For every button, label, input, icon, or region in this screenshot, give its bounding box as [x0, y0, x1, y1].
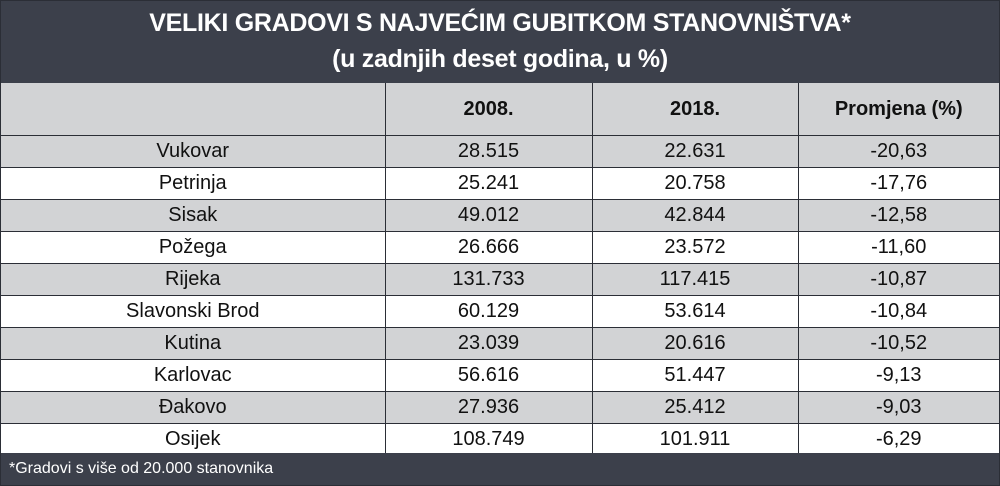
table-row: Kutina 23.039 20.616 -10,52: [1, 327, 999, 360]
chart-subtitle: (u zadnjih deset godina, u %): [332, 45, 668, 73]
chart-title: VELIKI GRADOVI S NAJVEĆIM GUBITKOM STANO…: [149, 9, 851, 37]
city-cell: Sisak: [1, 199, 385, 232]
change-cell: -20,63: [797, 135, 999, 168]
value-2008-cell: 108.749: [384, 423, 592, 456]
value-2018-cell: 101.911: [591, 423, 798, 456]
value-2008-cell: 23.039: [384, 327, 592, 360]
table-row: Petrinja 25.241 20.758 -17,76: [1, 167, 999, 200]
city-cell: Slavonski Brod: [1, 295, 385, 328]
value-2008-cell: 56.616: [384, 359, 592, 392]
value-2008-cell: 60.129: [384, 295, 592, 328]
column-header-change: Promjena (%): [797, 83, 999, 136]
change-cell: -17,76: [797, 167, 999, 200]
city-cell: Karlovac: [1, 359, 385, 392]
value-2008-cell: 131.733: [384, 263, 592, 296]
value-2008-cell: 28.515: [384, 135, 592, 168]
value-2018-cell: 117.415: [591, 263, 798, 296]
city-cell: Kutina: [1, 327, 385, 360]
change-cell: -10,84: [797, 295, 999, 328]
column-header-city: [1, 83, 385, 136]
table-body: Vukovar 28.515 22.631 -20,63 Petrinja 25.241 2…: [1, 135, 999, 456]
table-header-row: 2008. 2018. Promjena (%): [1, 83, 999, 136]
city-cell: Đakovo: [1, 391, 385, 424]
table-row: Karlovac 56.616 51.447 -9,13: [1, 359, 999, 392]
footnote: *Gradovi s više od 20.000 stanovnika: [1, 453, 999, 485]
value-2018-cell: 53.614: [591, 295, 798, 328]
value-2018-cell: 42.844: [591, 199, 798, 232]
value-2018-cell: 51.447: [591, 359, 798, 392]
value-2008-cell: 26.666: [384, 231, 592, 264]
table-row: Slavonski Brod 60.129 53.614 -10,84: [1, 295, 999, 328]
change-cell: -9,03: [797, 391, 999, 424]
table-row: Osijek 108.749 101.911 -6,29: [1, 423, 999, 456]
value-2018-cell: 20.758: [591, 167, 798, 200]
city-cell: Požega: [1, 231, 385, 264]
change-cell: -11,60: [797, 231, 999, 264]
title-bar: VELIKI GRADOVI S NAJVEĆIM GUBITKOM STANO…: [1, 1, 999, 83]
column-header-2008: 2008.: [384, 83, 592, 136]
city-cell: Vukovar: [1, 135, 385, 168]
value-2008-cell: 25.241: [384, 167, 592, 200]
population-table: 2008. 2018. Promjena (%) Vukovar 28.515 22…: [1, 83, 999, 456]
table-row: Đakovo 27.936 25.412 -9,03: [1, 391, 999, 424]
change-cell: -9,13: [797, 359, 999, 392]
value-2018-cell: 25.412: [591, 391, 798, 424]
change-cell: -12,58: [797, 199, 999, 232]
table-row: Sisak 49.012 42.844 -12,58: [1, 199, 999, 232]
change-cell: -10,52: [797, 327, 999, 360]
value-2018-cell: 20.616: [591, 327, 798, 360]
table-row: Rijeka 131.733 117.415 -10,87: [1, 263, 999, 296]
column-header-2018: 2018.: [591, 83, 798, 136]
table-row: Vukovar 28.515 22.631 -20,63: [1, 135, 999, 168]
change-cell: -6,29: [797, 423, 999, 456]
value-2008-cell: 27.936: [384, 391, 592, 424]
change-cell: -10,87: [797, 263, 999, 296]
city-cell: Rijeka: [1, 263, 385, 296]
city-cell: Osijek: [1, 423, 385, 456]
table-row: Požega 26.666 23.572 -11,60: [1, 231, 999, 264]
value-2018-cell: 22.631: [591, 135, 798, 168]
city-cell: Petrinja: [1, 167, 385, 200]
value-2018-cell: 23.572: [591, 231, 798, 264]
value-2008-cell: 49.012: [384, 199, 592, 232]
